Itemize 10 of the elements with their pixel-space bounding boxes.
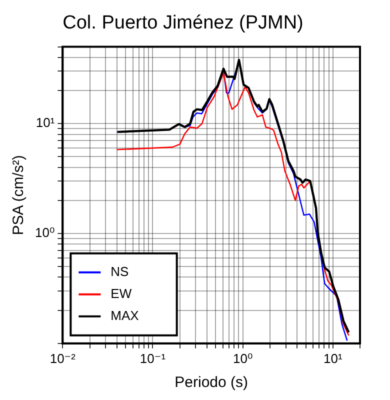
x-tick-label: 10⁻¹: [140, 350, 166, 366]
x-tick-label: 10⁰: [232, 350, 253, 366]
legend-label: NS: [110, 264, 130, 279]
chart-title: Col. Puerto Jiménez (PJMN): [62, 12, 304, 34]
legend-label: MAX: [110, 308, 140, 323]
legend-label: EW: [110, 286, 132, 301]
x-tick-label: 10⁻²: [50, 350, 76, 366]
x-tick-label: 10¹: [323, 350, 343, 366]
y-axis-title: PSA (cm/s²): [10, 155, 28, 236]
x-axis-title: Periodo (s): [174, 374, 248, 392]
